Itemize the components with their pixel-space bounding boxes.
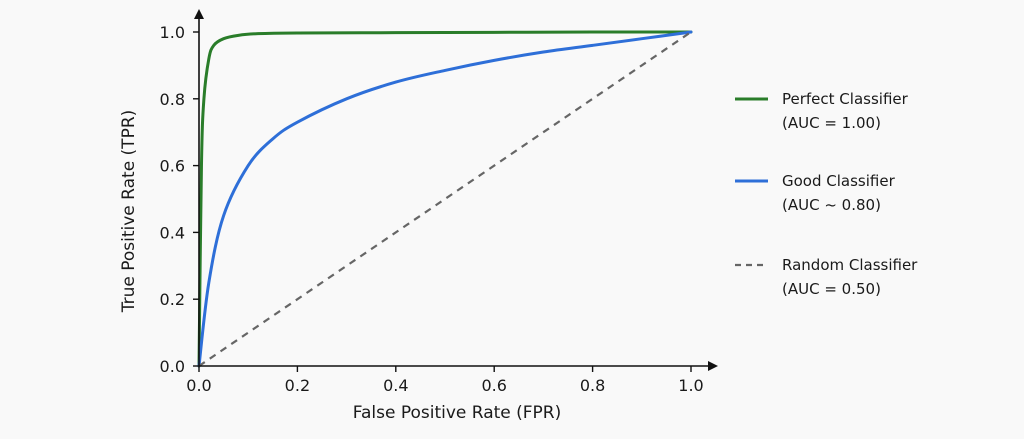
axes-layer [194, 9, 718, 371]
y-tick-label: 1.0 [160, 23, 185, 42]
y-ticks: 0.0 0.2 0.4 0.6 0.8 1.0 [160, 23, 199, 376]
series-layer [197, 30, 693, 368]
x-tick-label: 0.6 [481, 376, 506, 395]
x-axis-arrow [708, 361, 718, 371]
legend: Perfect Classifier (AUC = 1.00) Good Class… [735, 90, 918, 298]
x-tick-label: 0.2 [285, 376, 310, 395]
x-tick-label: 0.8 [580, 376, 605, 395]
y-tick-label: 0.8 [160, 90, 185, 109]
legend-auc-note: (AUC = 1.00) [782, 114, 881, 132]
legend-label: Perfect Classifier [782, 90, 909, 108]
y-tick-label: 0.4 [160, 223, 185, 242]
legend-label: Random Classifier [782, 256, 918, 274]
y-axis-title: True Positive Rate (TPR) [119, 110, 139, 314]
y-tick-label: 0.2 [160, 290, 185, 309]
legend-item-2: Random Classifier (AUC = 0.50) [735, 256, 918, 298]
series-line-2 [198, 31, 692, 367]
series-line-0 [197, 30, 693, 368]
x-ticks: 0.0 0.2 0.4 0.6 0.8 1.0 [186, 366, 704, 395]
x-axis-title: False Positive Rate (FPR) [353, 403, 562, 423]
series-line-1 [197, 30, 693, 368]
legend-item-0: Perfect Classifier (AUC = 1.00) [735, 90, 909, 132]
x-tick-label: 0.4 [383, 376, 408, 395]
legend-item-1: Good Classifier (AUC ~ 0.80) [735, 172, 896, 214]
legend-auc-note: (AUC ~ 0.80) [782, 196, 881, 214]
x-tick-label: 0.0 [186, 376, 211, 395]
legend-label: Good Classifier [782, 172, 896, 190]
y-axis-arrow [194, 9, 204, 19]
y-tick-label: 0.6 [160, 157, 185, 176]
x-tick-label: 1.0 [678, 376, 703, 395]
y-tick-label: 0.0 [160, 357, 185, 376]
legend-auc-note: (AUC = 0.50) [782, 280, 881, 298]
